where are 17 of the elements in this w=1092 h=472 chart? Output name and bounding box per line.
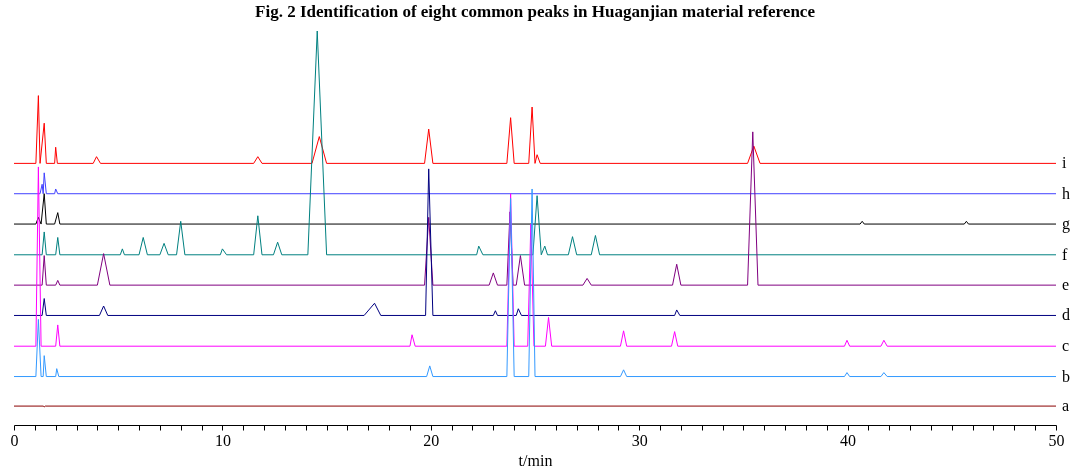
x-tick-label: 0 — [10, 431, 19, 449]
series-label: f — [1062, 245, 1068, 263]
series-label: a — [1062, 397, 1070, 415]
series-label: h — [1062, 184, 1070, 202]
x-tick-label: 20 — [423, 431, 440, 449]
series-label: b — [1062, 367, 1070, 385]
chart-title: Fig. 2 Identification of eight common peaks in Huaganjian material reference — [255, 1, 816, 21]
series-label: e — [1062, 276, 1070, 294]
x-tick-label: 50 — [1048, 431, 1065, 449]
series-label: i — [1062, 154, 1067, 172]
x-tick-label: 10 — [214, 431, 231, 449]
series-label: c — [1062, 337, 1070, 355]
x-axis-title: t/min — [518, 451, 553, 469]
x-tick-label: 30 — [631, 431, 648, 449]
series-label: g — [1062, 215, 1070, 234]
series-label: d — [1062, 306, 1070, 324]
x-tick-label: 40 — [840, 431, 857, 449]
